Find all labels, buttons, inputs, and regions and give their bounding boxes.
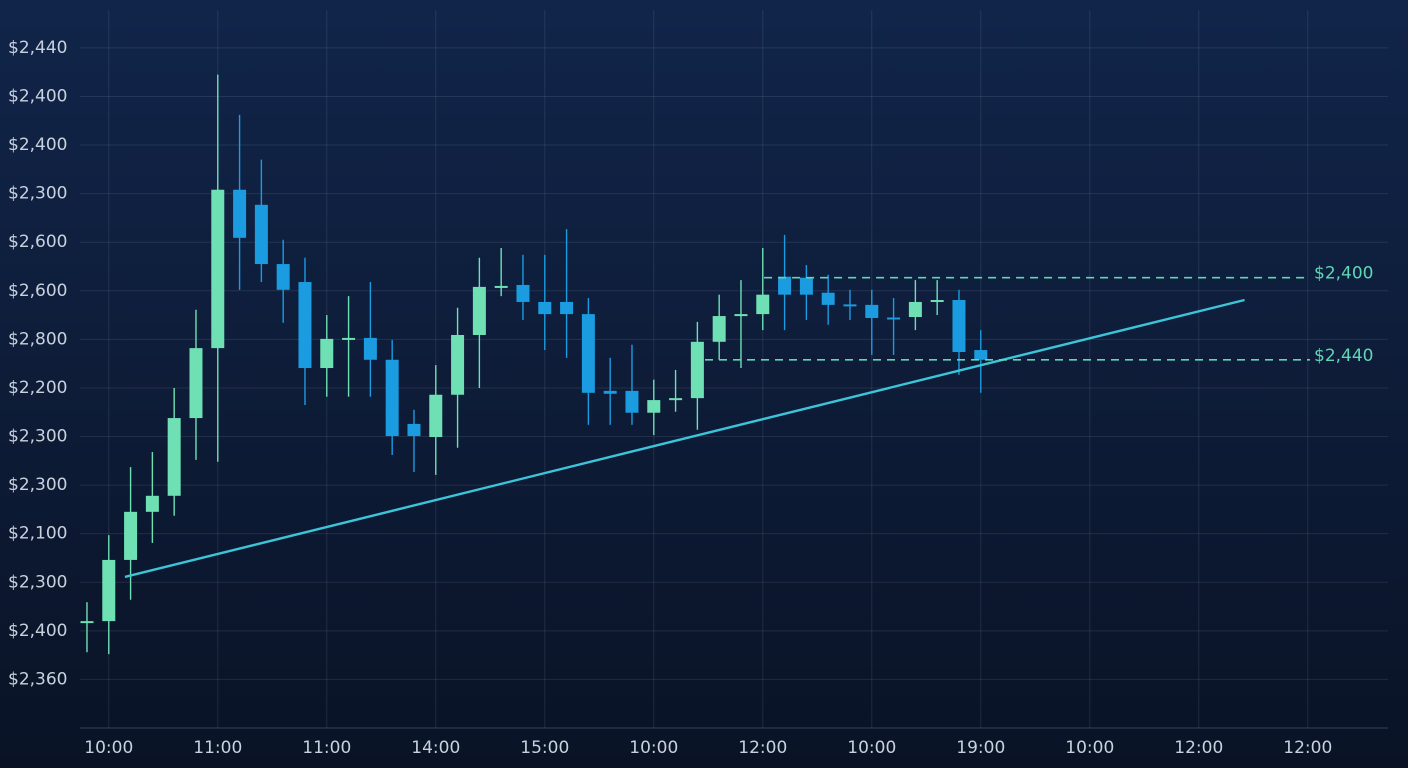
candle-body: [80, 621, 94, 624]
candle-body: [167, 418, 181, 496]
y-tick-label: $2,600: [8, 281, 67, 301]
candle-body: [669, 398, 683, 401]
candle-body: [930, 300, 944, 303]
candle-body: [189, 348, 203, 419]
x-tick-label: 11:00: [302, 738, 351, 758]
x-tick-label: 10:00: [1065, 738, 1114, 758]
x-tick-label: 19:00: [956, 738, 1005, 758]
y-tick-label: $2,800: [8, 329, 67, 349]
level-label: $2,440: [1314, 346, 1373, 366]
candle-body: [145, 495, 159, 512]
y-tick-label: $2,400: [8, 86, 67, 106]
candle-body: [908, 301, 922, 318]
x-tick-label: 12:00: [1283, 738, 1332, 758]
y-tick-label: $2,400: [8, 621, 67, 641]
x-tick-label: 11:00: [193, 738, 242, 758]
candle-body: [211, 189, 225, 349]
candle-body: [494, 285, 508, 288]
candle-body: [472, 286, 486, 335]
y-tick-label: $2,300: [8, 184, 67, 204]
candle-body: [451, 334, 465, 395]
x-tick-label: 10:00: [84, 738, 133, 758]
candle-body: [712, 316, 726, 342]
y-tick-label: $2,100: [8, 524, 67, 544]
candle-body: [320, 338, 334, 369]
candle-body: [821, 292, 835, 305]
candle-body: [102, 559, 116, 622]
y-tick-label: $2,440: [8, 38, 67, 58]
y-tick-label: $2,400: [8, 135, 67, 155]
candle-body: [887, 317, 901, 320]
y-tick-label: $2,300: [8, 475, 67, 495]
candle-body: [778, 276, 792, 295]
candle-body: [625, 390, 639, 413]
candle-body: [342, 337, 356, 340]
candle-body: [865, 304, 879, 318]
candle-body: [843, 304, 857, 307]
candle-body: [276, 264, 290, 290]
candle-body: [756, 294, 770, 315]
candle-body: [952, 300, 966, 352]
y-tick-label: $2,360: [8, 669, 67, 689]
level-label: $2,400: [1314, 264, 1373, 284]
candle-body: [254, 204, 268, 265]
candle-body: [385, 359, 399, 437]
candle-body: [233, 189, 247, 238]
candle-body: [298, 282, 312, 369]
y-tick-label: $2,300: [8, 427, 67, 447]
candle-body: [124, 511, 138, 560]
candle-body: [560, 301, 574, 315]
y-tick-label: $2,600: [8, 232, 67, 252]
candle-body: [690, 341, 704, 399]
candle-body: [799, 277, 813, 295]
candle-body: [538, 301, 552, 315]
candle-body: [734, 314, 748, 317]
x-tick-label: 12:00: [738, 738, 787, 758]
candle-body: [647, 400, 661, 413]
candle-body: [603, 390, 617, 394]
candle-body: [363, 337, 377, 360]
x-tick-label: 10:00: [847, 738, 896, 758]
candle-body: [429, 394, 443, 438]
x-tick-label: 14:00: [411, 738, 460, 758]
candle-body: [581, 314, 595, 393]
candle-body: [516, 284, 530, 302]
x-tick-label: 12:00: [1174, 738, 1223, 758]
x-tick-label: 15:00: [520, 738, 569, 758]
trendline: [124, 298, 1245, 579]
candle-body: [407, 423, 421, 437]
y-tick-label: $2,200: [8, 378, 67, 398]
candle-body: [974, 350, 988, 360]
y-tick-label: $2,300: [8, 572, 67, 592]
x-tick-label: 10:00: [629, 738, 678, 758]
